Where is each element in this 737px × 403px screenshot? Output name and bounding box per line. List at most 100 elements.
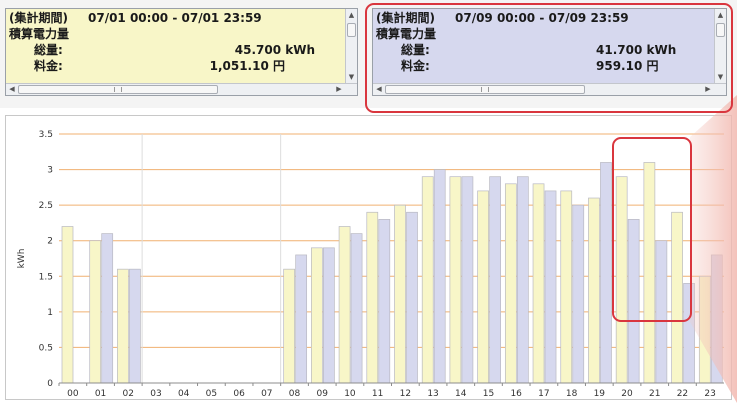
scroll-thumb[interactable]	[347, 23, 356, 37]
bar	[516, 176, 529, 384]
bar	[61, 226, 74, 384]
summary-content-right: (集計期間) 07/09 00:00 - 07/09 23:59 積算電力量 総…	[373, 9, 714, 83]
highlight-frame	[365, 3, 733, 113]
y-tick-label: 1	[47, 308, 53, 318]
x-tick-label: 08	[289, 389, 301, 399]
bar	[600, 162, 612, 384]
scroll-down-arrow-icon[interactable]: ▼	[717, 73, 724, 81]
bar	[101, 233, 114, 384]
scroll-left-arrow-icon[interactable]: ◀	[376, 85, 382, 93]
section-title: 積算電力量	[9, 27, 70, 41]
y-tick-label: 3.5	[39, 130, 53, 140]
x-tick-label: 07	[261, 389, 272, 399]
bar	[421, 176, 434, 384]
x-tick-label: 02	[123, 389, 134, 399]
y-axis-label: kWh	[17, 249, 27, 269]
x-tick-label: 23	[704, 389, 715, 399]
x-tick-label: 17	[538, 389, 549, 399]
bar	[394, 204, 406, 384]
grip-icon	[114, 87, 122, 92]
vertical-scrollbar-right[interactable]: ▲ ▼	[714, 9, 726, 83]
bar	[366, 211, 379, 384]
bar	[698, 275, 711, 384]
x-tick-label: 15	[483, 389, 494, 399]
x-tick-label: 06	[233, 389, 245, 399]
x-tick-label: 10	[344, 389, 356, 399]
scroll-thumb[interactable]	[716, 23, 725, 37]
section-title: 積算電力量	[376, 27, 437, 41]
x-tick-label: 09	[317, 389, 329, 399]
period-label: (集計期間)	[376, 11, 435, 25]
bar	[406, 211, 418, 384]
bar	[350, 233, 363, 384]
bar	[461, 176, 474, 384]
x-tick-label: 14	[455, 389, 467, 399]
y-tick-label: 0	[47, 379, 53, 389]
fee-label: 料金:	[401, 59, 430, 73]
x-tick-label: 01	[95, 389, 106, 399]
x-tick-label: 03	[150, 389, 161, 399]
x-tick-label: 13	[427, 389, 438, 399]
bar	[323, 247, 335, 384]
bar	[338, 226, 351, 384]
x-tick-label: 16	[510, 389, 522, 399]
scroll-thumb[interactable]	[18, 85, 218, 94]
bar	[378, 219, 391, 384]
horizontal-scrollbar-right[interactable]: ◀ ▶	[373, 83, 726, 95]
total-label: 総量:	[34, 43, 63, 57]
bar	[504, 183, 517, 384]
total-label: 総量:	[401, 43, 430, 57]
bar	[532, 183, 545, 384]
bar	[129, 268, 141, 384]
y-tick-label: 2	[47, 237, 53, 247]
period-range: 07/01 00:00 - 07/01 23:59	[88, 11, 262, 25]
y-tick-label: 2.5	[39, 201, 53, 211]
x-tick-label: 04	[178, 389, 190, 399]
vertical-scrollbar-left[interactable]: ▲ ▼	[345, 9, 357, 83]
scroll-down-arrow-icon[interactable]: ▼	[348, 73, 355, 81]
summary-panel-left: (集計期間) 07/01 00:00 - 07/01 23:59 積算電力量 総…	[5, 8, 358, 96]
bar	[117, 268, 129, 384]
scroll-right-arrow-icon[interactable]: ▶	[336, 85, 342, 93]
x-tick-label: 11	[372, 389, 383, 399]
x-tick-label: 21	[649, 389, 660, 399]
y-tick-label: 3	[47, 166, 53, 176]
bar	[572, 204, 585, 384]
bar	[449, 176, 462, 384]
grip-icon	[481, 87, 489, 92]
hourly-usage-chart: 0 0.5 1 1.5 2 2.5 3 3.5 kWh 00 01 02 03 04 05 06 07 08 09 1…	[5, 115, 732, 400]
bar	[89, 240, 102, 384]
bar	[560, 190, 573, 384]
bar	[295, 254, 308, 384]
bar	[710, 254, 723, 384]
bar	[433, 169, 446, 384]
horizontal-scrollbar-left[interactable]: ◀ ▶	[6, 83, 357, 95]
x-tick-label: 18	[566, 389, 578, 399]
bar	[588, 197, 600, 384]
y-tick-label: 0.5	[39, 343, 53, 353]
scroll-up-arrow-icon[interactable]: ▲	[717, 11, 724, 19]
period-label: (集計期間)	[9, 11, 68, 25]
x-tick-label: 20	[621, 389, 633, 399]
bar	[311, 247, 323, 384]
total-value: 45.700 kWh	[234, 43, 315, 57]
x-tick-label: 12	[400, 389, 411, 399]
fee-value: 959.10 円	[596, 59, 659, 73]
callout-frame	[612, 137, 692, 322]
bar	[489, 176, 501, 384]
fee-value: 1,051.10 円	[209, 59, 285, 73]
period-range: 07/09 00:00 - 07/09 23:59	[455, 11, 629, 25]
fee-label: 料金:	[34, 59, 63, 73]
summary-content-left: (集計期間) 07/01 00:00 - 07/01 23:59 積算電力量 総…	[6, 9, 345, 83]
scroll-thumb[interactable]	[385, 85, 585, 94]
bar	[283, 268, 296, 384]
bar	[477, 190, 489, 384]
y-tick-label: 1.5	[39, 272, 53, 282]
scroll-right-arrow-icon[interactable]: ▶	[705, 85, 711, 93]
x-tick-label: 19	[594, 389, 606, 399]
summary-panel-right: (集計期間) 07/09 00:00 - 07/09 23:59 積算電力量 総…	[372, 8, 727, 96]
x-tick-label: 00	[67, 389, 79, 399]
scroll-left-arrow-icon[interactable]: ◀	[9, 85, 15, 93]
total-value: 41.700 kWh	[596, 43, 677, 57]
scroll-up-arrow-icon[interactable]: ▲	[348, 11, 355, 19]
